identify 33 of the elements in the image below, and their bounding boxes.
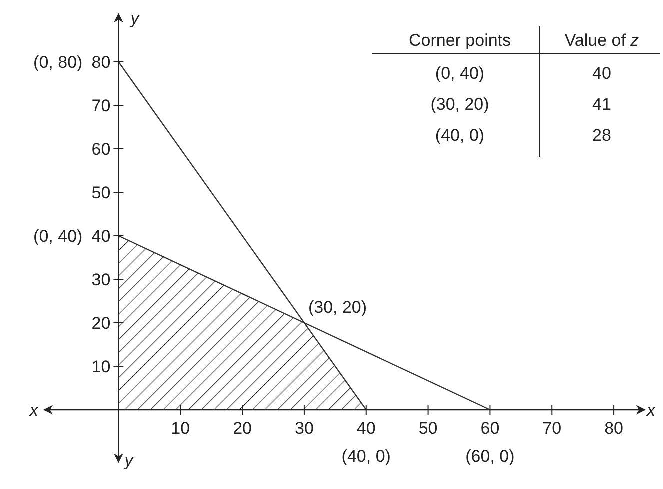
x-tick-label: 40 — [356, 419, 376, 438]
annotation: (0, 80) — [34, 53, 83, 72]
category-label: (40, 0) — [435, 126, 485, 145]
y-tick-label: 80 — [92, 53, 111, 72]
data-label: 40 — [592, 64, 612, 83]
text: Corner points — [408, 31, 512, 50]
text: Value of z — [564, 31, 640, 50]
x-tick-label: 80 — [604, 419, 624, 438]
data-label: 41 — [592, 95, 612, 114]
annotation: (40, 0) — [342, 447, 391, 466]
y-axis-title: y — [130, 9, 141, 28]
y-tick-label: 30 — [92, 270, 111, 290]
y-tick-label: 50 — [92, 184, 111, 202]
x-tick-label: 30 — [294, 419, 314, 438]
y-tick-label: 10 — [92, 358, 111, 376]
annotation: y — [124, 451, 135, 470]
x-axis-title: x — [646, 401, 656, 420]
y-tick-label: 70 — [92, 96, 111, 116]
x-tick-label: 10 — [171, 419, 190, 438]
category-label: (0, 40) — [435, 64, 485, 83]
x-tick-label: 70 — [542, 419, 562, 438]
annotation: (0, 40) — [34, 227, 83, 246]
y-tick-label: 20 — [92, 314, 111, 333]
annotation: (60, 0) — [466, 447, 515, 466]
x-tick-label: 50 — [418, 419, 438, 438]
y-tick-label: 40 — [92, 227, 111, 246]
text: x — [28, 401, 39, 420]
x-tick-label: 20 — [233, 419, 252, 438]
y-tick-label: 60 — [92, 140, 111, 159]
annotation: (30, 20) — [308, 298, 368, 317]
category-label: (30, 20) — [430, 95, 490, 114]
x-tick-label: 60 — [480, 419, 500, 438]
data-label: 28 — [592, 126, 612, 145]
